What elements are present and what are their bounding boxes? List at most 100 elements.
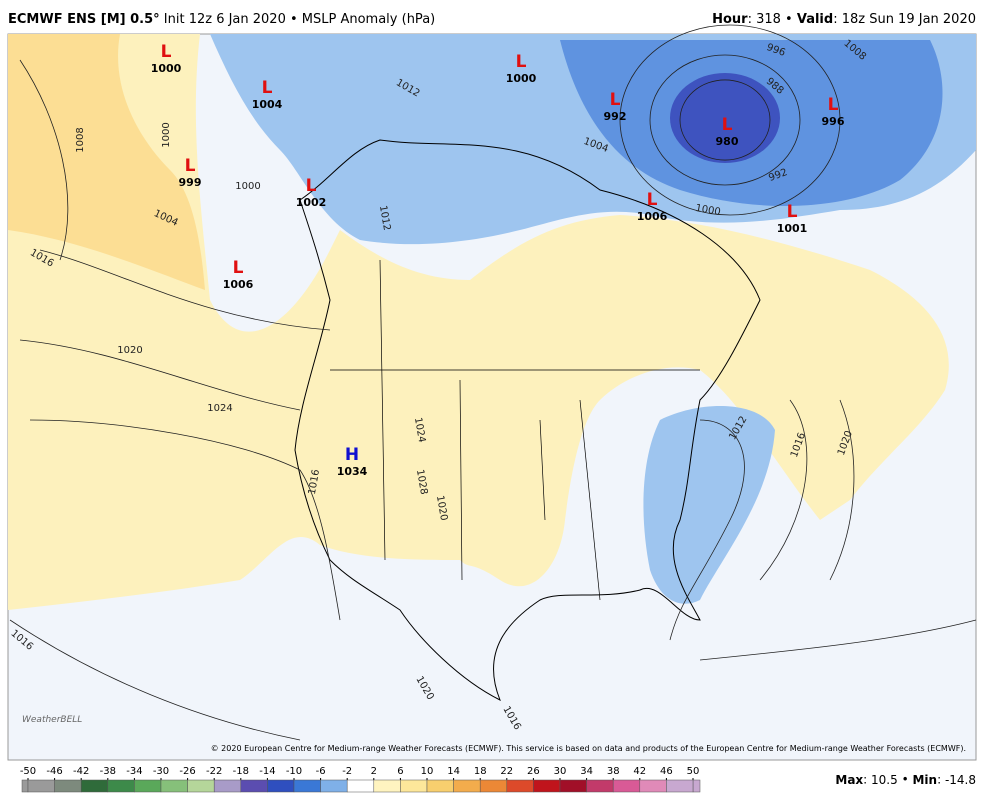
colorbar-tick-label: 18: [474, 766, 487, 777]
center-letter: L: [610, 90, 621, 110]
colorbar-tick-label: -22: [206, 766, 222, 777]
colorbar-swatch: [27, 779, 55, 793]
colorbar-tick-label: -10: [286, 766, 302, 777]
logo: WeatherBELL: [22, 715, 82, 725]
colorbar-tick-label: -14: [259, 766, 275, 777]
colorbar-swatch: [134, 779, 162, 793]
colorbar-swatch: [586, 779, 614, 793]
isobar-label: 1020: [117, 345, 142, 356]
colorbar-tick-label: -50: [20, 766, 36, 777]
hour: : 318 •: [748, 12, 793, 27]
isobar-label: 1024: [412, 417, 427, 444]
colorbar-swatch: [320, 779, 348, 793]
isobar-label: 1000: [235, 181, 260, 192]
center-letter: L: [722, 115, 733, 135]
isobar-label: 1012: [377, 205, 392, 232]
colorbar-swatch: [506, 779, 534, 793]
colorbar-swatch: [426, 779, 454, 793]
colorbar-tick-label: 26: [527, 766, 540, 777]
colorbar-swatch: [160, 779, 188, 793]
colorbar-tick-label: -2: [342, 766, 352, 777]
colorbar-tick-label: 46: [660, 766, 673, 777]
colorbar-tick-label: 14: [447, 766, 460, 777]
isobar-label: 1024: [207, 403, 232, 414]
colorbar-swatch: [479, 779, 508, 793]
colorbar-swatch: [639, 779, 667, 793]
center-letter: L: [516, 52, 527, 72]
center-value: 1001: [777, 222, 808, 235]
colorbar-extension: [692, 779, 701, 793]
center-value: 1000: [506, 72, 537, 85]
colorbar-swatch: [373, 779, 401, 793]
colorbar-swatch: [213, 779, 242, 793]
colorbar-tick-label: 2: [371, 766, 377, 777]
colorbar-tick-label: -6: [316, 766, 326, 777]
colorbar-tick-label: -30: [153, 766, 169, 777]
isobar-label: 1008: [75, 127, 86, 152]
colorbar-swatch: [187, 779, 215, 793]
isobars: [9, 24, 977, 741]
center-letter: L: [161, 42, 172, 62]
colorbar-tick-label: -46: [46, 766, 62, 777]
header-right: Hour: 318 • Valid: 18z Sun 19 Jan 2020: [712, 12, 976, 27]
colorbar-tick-label: 22: [500, 766, 513, 777]
center-letter: L: [185, 156, 196, 176]
map-panel: WeatherBELL © 2020 European Centre for M…: [7, 24, 977, 761]
colorbar-tick-label: 34: [580, 766, 593, 777]
center-letter: L: [306, 176, 317, 196]
colorbar-swatch: [612, 779, 641, 793]
colorbar-swatch: [666, 779, 694, 793]
center-value: 999: [179, 176, 202, 189]
positive-anomaly-core: [8, 34, 205, 290]
borders: [330, 259, 700, 601]
colorbar-tick-label: 30: [554, 766, 567, 777]
isobar-label: 1016: [307, 469, 322, 496]
center-value: 1006: [637, 210, 668, 223]
negative-anomaly-core: [670, 73, 780, 163]
isobar-label: 1000: [694, 203, 721, 218]
center-value: 1006: [223, 278, 254, 291]
center-letter: L: [262, 78, 273, 98]
isobar-label: 1028: [414, 469, 429, 496]
colorbar-tick-label: -26: [179, 766, 195, 777]
center-value: 980: [716, 135, 739, 148]
isobar-label: 1020: [434, 495, 449, 522]
center-value: 1034: [337, 465, 368, 478]
colorbar-swatch: [453, 779, 481, 793]
hour-label: Hour: [712, 12, 748, 27]
colorbar-tick-label: -38: [100, 766, 116, 777]
isobar-label: 1000: [161, 122, 172, 147]
negative-anomaly-east: [643, 406, 775, 604]
valid: : 18z Sun 19 Jan 2020: [833, 12, 976, 27]
colorbar-extension: [21, 779, 29, 793]
center-letter: H: [345, 445, 359, 465]
center-letter: L: [647, 190, 658, 210]
colorbar-tick-label: 42: [633, 766, 646, 777]
min-label: Min: [912, 773, 937, 787]
colorbar-tick-label: 50: [687, 766, 700, 777]
colorbar-swatch: [293, 779, 321, 793]
colorbar-tick-label: -42: [73, 766, 89, 777]
coastline: [294, 139, 761, 702]
colorbar-swatch: [533, 779, 561, 793]
min-value: -14.8: [945, 773, 976, 787]
colorbar-swatch: [54, 779, 82, 793]
stats: Max: 10.5 • Min: -14.8: [835, 773, 976, 787]
center-value: 1004: [252, 98, 283, 111]
colorbar-swatch: [559, 779, 587, 793]
colorbar-tick-label: 6: [397, 766, 403, 777]
center-value: 1000: [151, 62, 182, 75]
colorbar-tick-label: -18: [233, 766, 249, 777]
copyright: © 2020 European Centre for Medium-range …: [211, 744, 966, 753]
colorbar-swatch: [400, 779, 428, 793]
center-value: 996: [822, 115, 845, 128]
positive-anomaly: [8, 34, 949, 610]
valid-label: Valid: [797, 12, 833, 27]
colorbar-tick-label: -34: [126, 766, 142, 777]
center-letter: L: [233, 258, 244, 278]
center-value: 992: [604, 110, 627, 123]
colorbar-swatch: [107, 779, 135, 793]
colorbar-tick-label: 10: [421, 766, 434, 777]
center-letter: L: [787, 202, 798, 222]
